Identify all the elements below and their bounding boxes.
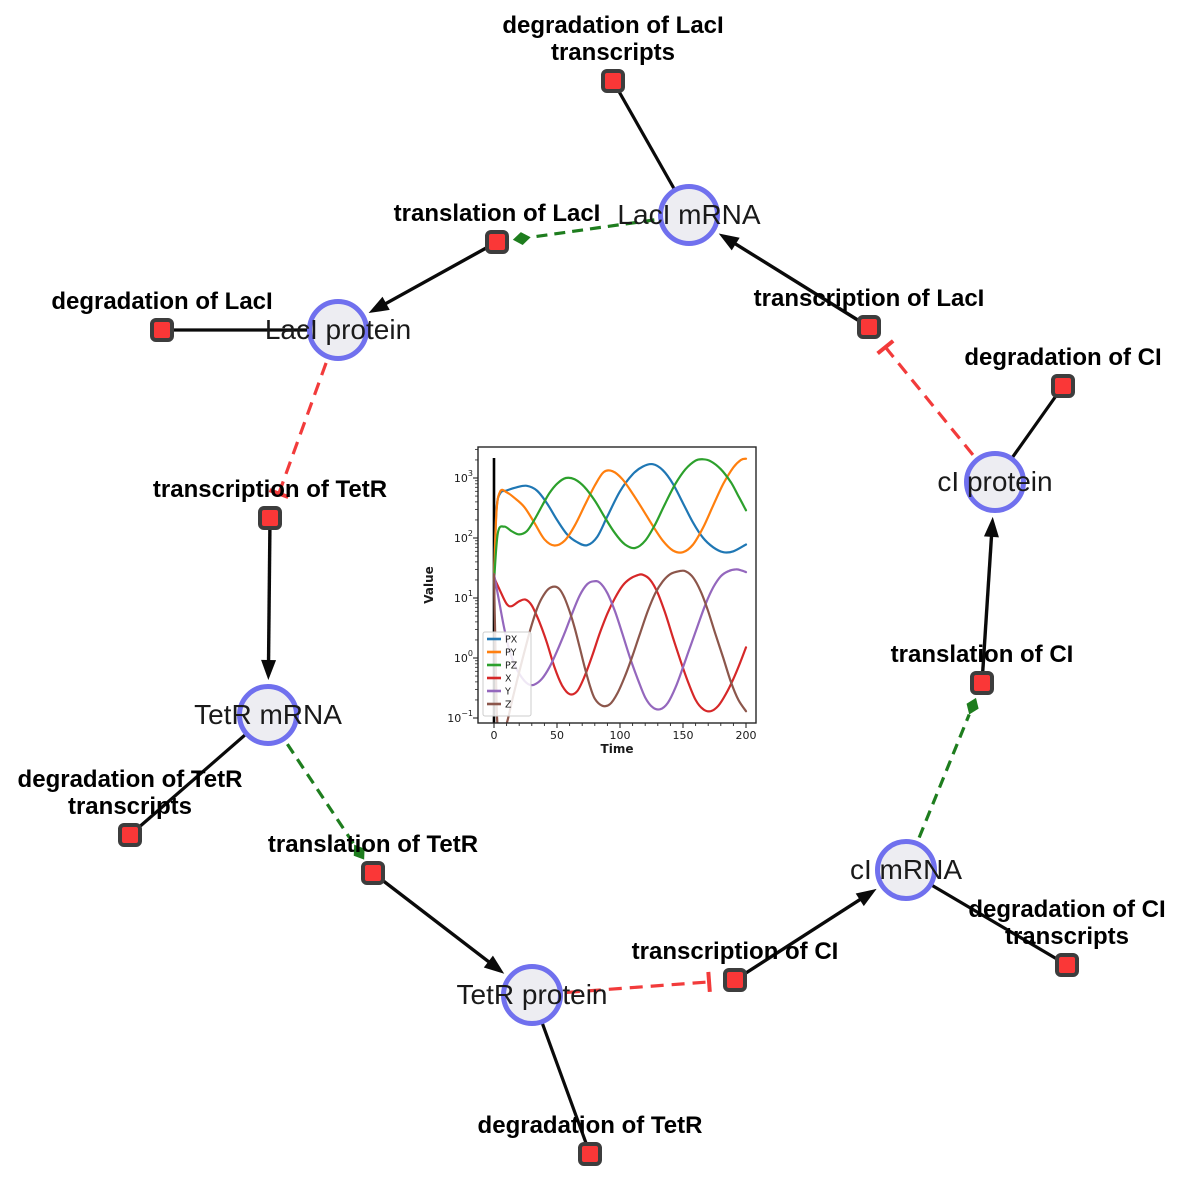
edge-lacI_mRNA-transl_lacI: [512, 218, 655, 245]
reaction-label-deg_tetR_tx: degradation of TetR transcripts: [18, 766, 243, 820]
species-label-lacI_mRNA: LacI mRNA: [617, 199, 761, 230]
reaction-node-txn_cI[interactable]: [723, 968, 747, 992]
reaction-node-txn_lacI[interactable]: [857, 315, 881, 339]
species-node-lacI_protein[interactable]: [307, 299, 369, 361]
reaction-label-txn_lacI: transcription of LacI: [754, 285, 985, 312]
reaction-label-line: degradation of LacI: [502, 12, 724, 39]
species-node-cI_protein[interactable]: [964, 451, 1026, 513]
legend-label-Z: Z: [505, 700, 512, 711]
reaction-label-deg_cI_tx: degradation of CI transcripts: [968, 896, 1165, 950]
y-tick-label: 100: [454, 649, 473, 665]
reaction-label-txn_cI: transcription of CI: [632, 938, 839, 965]
x-tick-label: 0: [491, 729, 498, 742]
reaction-node-deg_cI_tx[interactable]: [1055, 953, 1079, 977]
simulation-plot: 0 50 100 150 20010310210110010−1TimeValuePXP…: [420, 435, 780, 775]
edge-txn_cI-cI_mRNA: [734, 888, 877, 982]
series-X: [492, 573, 748, 713]
reaction-node-deg_tetR[interactable]: [578, 1142, 602, 1166]
edge-tetR_mRNA-transl_tetR: [286, 743, 365, 860]
series-PY: [492, 457, 748, 581]
y-tick-label: 10−1: [447, 709, 473, 725]
reaction-label-line: degradation of CI: [964, 344, 1162, 371]
edge-lacI_protein-txn_tetR: [268, 362, 328, 499]
x-axis-label: Time: [601, 742, 634, 756]
reaction-node-deg_cI[interactable]: [1051, 374, 1075, 398]
reaction-label-deg_cI: degradation of CI: [964, 344, 1161, 371]
reaction-label-deg_lacI: degradation of LacI: [51, 288, 272, 315]
edge-tetR_protein-txn_cI: [566, 971, 712, 995]
plot-frame: [477, 446, 757, 724]
species-node-cI_mRNA[interactable]: [875, 839, 937, 901]
species-label-cI_mRNA: cI mRNA: [850, 854, 962, 885]
edge-txn_lacI-lacI_mRNA: [718, 233, 870, 329]
species-label-tetR_protein: TetR protein: [456, 979, 608, 1010]
reaction-label-line: translation of CI: [890, 641, 1074, 668]
edge-cI_protein-txn_lacI: [876, 339, 975, 456]
y-axis-label: Value: [422, 566, 436, 604]
reaction-label-txn_tetR: transcription of TetR: [153, 476, 387, 503]
reaction-label-deg_tetR: degradation of TetR: [478, 1112, 703, 1139]
reaction-node-txn_tetR[interactable]: [258, 506, 282, 530]
edge-cI_mRNA-deg_cI_tx: [905, 868, 1068, 967]
species-label-cI_protein: cI protein: [937, 466, 1053, 497]
reaction-label-deg_lacI_tx: degradation of LacI transcripts: [502, 12, 723, 66]
species-node-lacI_mRNA[interactable]: [658, 184, 720, 246]
legend-label-PX: PX: [505, 635, 518, 646]
reaction-label-transl_lacI: translation of LacI: [394, 200, 601, 227]
reaction-label-line: degradation of TetR: [477, 1112, 703, 1139]
reaction-label-transl_cI: translation of CI: [891, 641, 1074, 668]
reaction-label-line: degradation of CI: [968, 896, 1166, 923]
x-tick-label: 200: [736, 729, 757, 742]
reaction-label-line: transcripts: [1004, 923, 1130, 950]
reaction-label-line: transcription of LacI: [753, 285, 985, 312]
reaction-node-deg_lacI[interactable]: [150, 318, 174, 342]
reaction-label-line: transcripts: [67, 793, 193, 820]
legend-label-PZ: PZ: [505, 661, 518, 672]
edge-transl_lacI-lacI_protein: [368, 240, 498, 314]
reaction-node-deg_tetR_tx[interactable]: [118, 823, 142, 847]
x-tick-label: 100: [610, 729, 631, 742]
y-tick-label: 101: [454, 589, 473, 605]
x-tick-label: 150: [673, 729, 694, 742]
reaction-node-deg_lacI_tx[interactable]: [601, 69, 625, 93]
legend-label-Y: Y: [504, 687, 511, 698]
series-PZ: [492, 458, 748, 584]
species-label-lacI_protein: LacI protein: [264, 314, 412, 345]
reaction-node-transl_lacI[interactable]: [485, 230, 509, 254]
legend: PX PY PZ XYZ: [482, 631, 532, 717]
reaction-label-line: translation of LacI: [393, 200, 601, 227]
reaction-node-transl_cI[interactable]: [970, 671, 994, 695]
species-node-tetR_mRNA[interactable]: [237, 684, 299, 746]
edge-transl_tetR-tetR_protein: [371, 871, 505, 974]
edge-txn_tetR-tetR_mRNA: [261, 517, 277, 681]
legend-label-PY: PY: [505, 648, 517, 659]
reaction-label-line: translation of TetR: [267, 831, 479, 858]
y-tick-label: 102: [454, 529, 473, 545]
reaction-label-line: transcripts: [550, 39, 676, 66]
y-tick-label: 103: [454, 469, 473, 485]
edge-cI_mRNA-transl_cI: [917, 697, 979, 839]
reaction-node-transl_tetR[interactable]: [361, 861, 385, 885]
species-label-tetR_mRNA: TetR mRNA: [194, 699, 342, 730]
reaction-label-transl_tetR: translation of TetR: [268, 831, 478, 858]
x-tick-label: 50: [550, 729, 564, 742]
reaction-label-line: degradation of LacI: [51, 288, 273, 315]
reaction-label-line: transcription of CI: [631, 938, 839, 965]
reaction-label-line: transcription of TetR: [152, 476, 388, 503]
legend-label-X: X: [505, 674, 512, 685]
edge-transl_cI-cI_protein: [980, 516, 999, 684]
species-node-tetR_protein[interactable]: [501, 964, 563, 1026]
reaction-label-line: degradation of TetR: [17, 766, 243, 793]
